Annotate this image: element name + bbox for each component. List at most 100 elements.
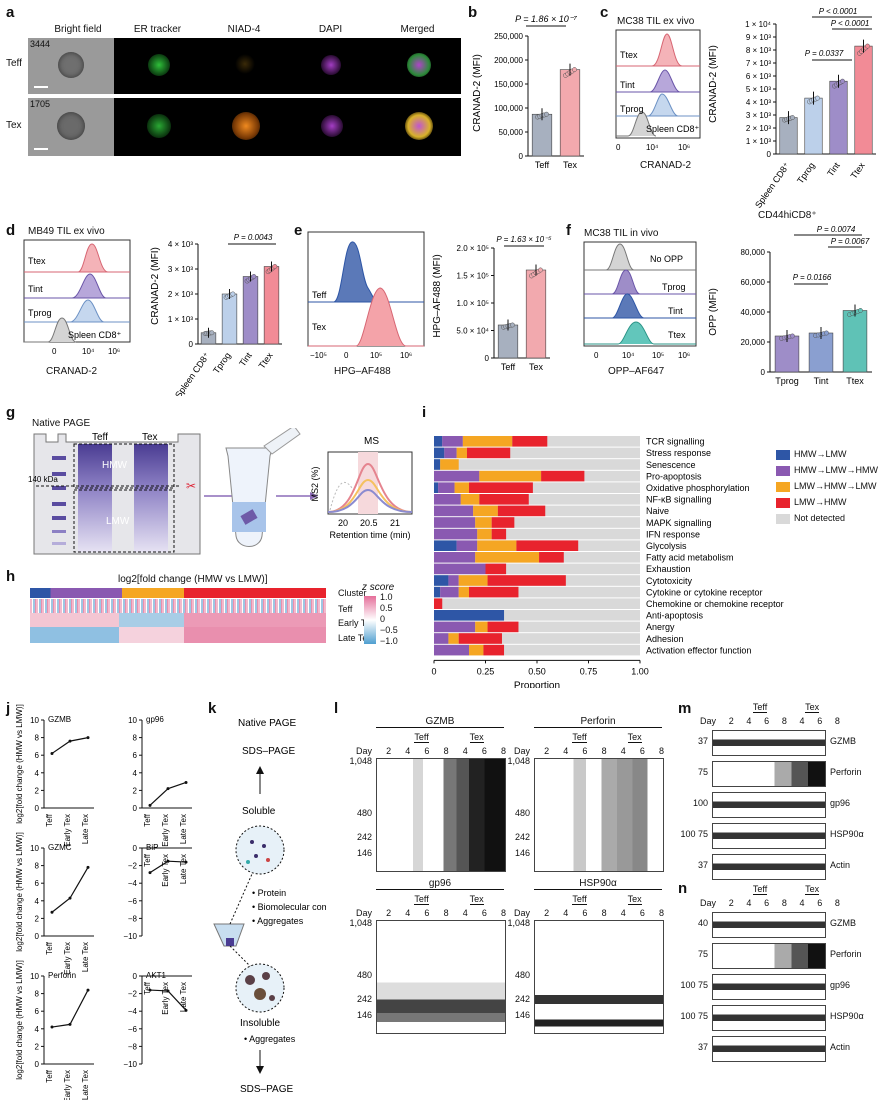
svg-text:0: 0: [344, 351, 349, 360]
panel-f-subtitle: CD44hiCD8⁺: [758, 210, 817, 221]
f-hist-label-noopp: No OPP: [650, 254, 683, 264]
i-bar-segment: [456, 447, 467, 459]
i-bar-segment: [512, 436, 548, 447]
h-row-late-tex: [30, 627, 326, 643]
i-bar-segment: [475, 621, 488, 633]
l-group-labels: Teff Tex: [394, 894, 504, 905]
i-bar-segment: [487, 621, 519, 633]
l-day-labels: Day 2 4 6 8 4 6 8: [356, 908, 506, 918]
l-day-label: Day: [356, 908, 373, 918]
j-ytick-label: 4: [35, 769, 40, 778]
l-day-label: 6: [481, 908, 487, 918]
panel-f-title: MC38 TIL in vivo: [584, 228, 659, 239]
n-blot-row: [712, 1005, 826, 1031]
panel-f-xlabel: OPP–AF647: [608, 366, 665, 377]
i-category-label: Glycolysis: [646, 541, 687, 551]
panel-letter-l: l: [334, 700, 339, 717]
l-blot-image: [376, 758, 506, 872]
b-ytick-label: 50,000: [499, 128, 524, 137]
j-point: [50, 1025, 54, 1029]
l-group-labels: Teff Tex: [394, 732, 504, 743]
g-lane-tex: Tex: [142, 432, 158, 443]
f-category-label: Ttex: [846, 376, 864, 386]
m-day-label: 8: [834, 716, 840, 726]
j-ytick-label: 0: [35, 1060, 40, 1069]
i-bar-segment: [434, 586, 441, 598]
c-ytick-label: 1 × 10⁴: [745, 20, 771, 29]
i-bar-segment: [434, 552, 476, 563]
d-ytick-label: 2 × 10³: [168, 290, 193, 299]
j-xtick-label: Early Tex: [161, 814, 170, 847]
m-day-label: 6: [817, 716, 823, 726]
l-mw-label: 1,048: [349, 756, 372, 766]
l-mw-label: 146: [356, 1010, 372, 1020]
j-plot-title: GZMC: [48, 843, 72, 852]
col-header-bright-field: Bright field: [54, 24, 102, 35]
f-pval-2: P = 0.0067: [831, 237, 870, 246]
er-tracker-teff-image: [114, 38, 201, 94]
i-bar-not-detected: [434, 563, 640, 575]
i-bar-segment: [454, 482, 470, 493]
k-top1: Native PAGE: [238, 718, 296, 729]
m-mw-label: 100 75: [680, 829, 708, 839]
j-xtick-label: Teff: [45, 1069, 54, 1083]
l-day-label: 8: [601, 746, 607, 756]
f-point: [823, 330, 829, 336]
panel-c-title: MC38 TIL ex vivo: [617, 16, 695, 27]
i-bar-not-detected: [434, 447, 640, 459]
panel-f-histogram: No OPP Tprog Tint Ttex 0 10⁴ 10⁵ 10⁶: [583, 241, 697, 360]
c-category-label: Tint: [825, 160, 842, 178]
niad4-tex-image: [201, 98, 287, 156]
n-protein-label: gp96: [830, 980, 851, 990]
j-point: [68, 1022, 72, 1026]
i-category-label: MAPK signalling: [646, 518, 712, 528]
j-ytick-label: 8: [35, 734, 40, 743]
j-plot-title: gp96: [146, 715, 164, 724]
f-pval-3: P = 0.0166: [793, 273, 832, 282]
n-group-label: Tex: [805, 884, 820, 895]
n-day-label: 8: [781, 898, 787, 908]
g-ms-title: MS: [364, 436, 379, 447]
j-point: [184, 780, 188, 784]
l-group-labels: Teff Tex: [552, 732, 662, 743]
m-mw-label: 75: [697, 767, 708, 777]
e-hist-label-tex: Tex: [312, 322, 327, 332]
i-bar-segment: [469, 586, 519, 598]
f-bar: [842, 310, 868, 373]
f-category-label: Tprog: [775, 376, 799, 386]
i-bar-segment: [477, 528, 492, 540]
l-mw-label: 146: [514, 848, 530, 858]
svg-text:10⁶: 10⁶: [400, 351, 412, 360]
col-header-niad4: NIAD-4: [227, 24, 261, 35]
g-ms-xtick-205: 20.5: [360, 518, 378, 528]
j-ytick-label: 6: [35, 751, 40, 760]
i-bar-segment: [434, 528, 478, 540]
n-day-label: 6: [764, 898, 770, 908]
h-legend-gradient: [364, 596, 376, 644]
f-hist-label-tprog: Tprog: [662, 282, 686, 292]
n-protein-label: Perforin: [830, 949, 862, 959]
n-group-labels: Teff Tex: [734, 884, 838, 895]
i-bar-segment: [477, 540, 517, 551]
l-day-label: Day: [514, 746, 531, 756]
j-ytick-label: 2: [35, 786, 40, 795]
j-ytick-label: 2: [35, 914, 40, 923]
j-ytick-label: −8: [128, 914, 138, 923]
i-xtick-label: 0.25: [477, 666, 495, 676]
f-pval-1: P = 0.0074: [817, 225, 856, 234]
g-marker: 140 kDa: [28, 475, 58, 484]
i-legend-item-3: LMW→HMW→LMW: [776, 478, 878, 494]
n-day-label: 2: [728, 898, 734, 908]
panel-f-ylabel: OPP (MFI): [708, 288, 719, 336]
m-protein-label: Actin: [830, 860, 851, 870]
j-point: [148, 803, 152, 807]
j-ytick-label: −6: [128, 897, 138, 906]
i-bar-not-detected: [434, 610, 640, 621]
l-day-label: 2: [544, 908, 550, 918]
j-ytick-label: 0: [133, 804, 138, 813]
b-ytick-label: 0: [519, 152, 524, 161]
d-ytick-label: 4 × 10³: [168, 240, 193, 249]
svg-text:10⁵: 10⁵: [652, 351, 664, 360]
e-category-label: Teff: [501, 362, 516, 372]
panel-e-xlabel: HPG–AF488: [334, 366, 391, 377]
